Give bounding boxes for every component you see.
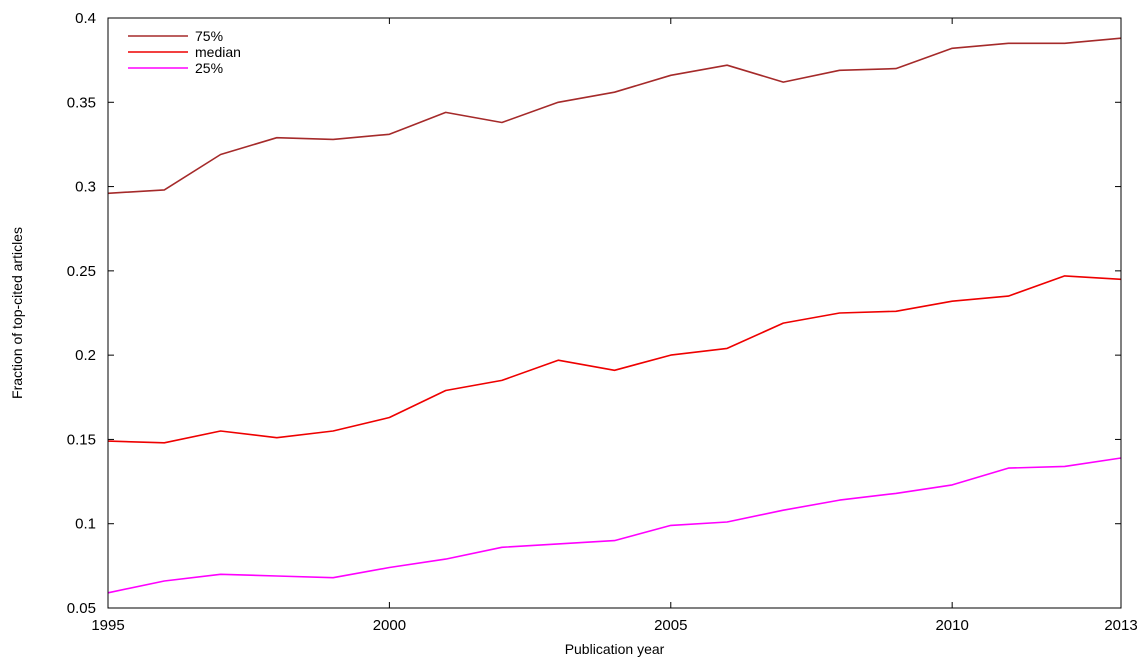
x-tick-label: 1995 xyxy=(91,617,124,634)
x-tick-labels: 1995 2000 2005 2010 2013 xyxy=(91,617,1137,634)
legend-label: 75% xyxy=(195,28,223,44)
series-line-1 xyxy=(107,275,1122,444)
series-line-2 xyxy=(107,457,1122,594)
legend-label: median xyxy=(195,44,241,60)
x-tick-label: 2005 xyxy=(654,617,687,634)
y-tick-label: 0.2 xyxy=(75,347,96,364)
x-tick-label: 2013 xyxy=(1104,617,1137,634)
x-axis-label: Publication year xyxy=(565,641,665,657)
y-tick-label: 0.3 xyxy=(75,179,96,196)
y-tick-label: 0.4 xyxy=(75,10,96,27)
x-tick-label: 2000 xyxy=(373,617,406,634)
plot-frame xyxy=(107,17,1122,609)
y-tick-label: 0.1 xyxy=(75,516,96,533)
y-tick-labels: 0.05 0.1 0.15 0.2 0.25 0.3 0.35 0.4 xyxy=(67,10,96,617)
y-tick-label: 0.25 xyxy=(67,263,96,280)
y-tick-label: 0.35 xyxy=(67,94,96,111)
y-tick-label: 0.05 xyxy=(67,600,96,617)
series-line-0 xyxy=(107,37,1122,195)
y-tick-label: 0.15 xyxy=(67,431,96,448)
legend-label: 25% xyxy=(195,60,223,76)
axis-ticks xyxy=(107,17,1122,609)
x-tick-label: 2010 xyxy=(935,617,968,634)
series-lines xyxy=(107,37,1122,594)
y-axis-label: Fraction of top-cited articles xyxy=(9,227,25,399)
